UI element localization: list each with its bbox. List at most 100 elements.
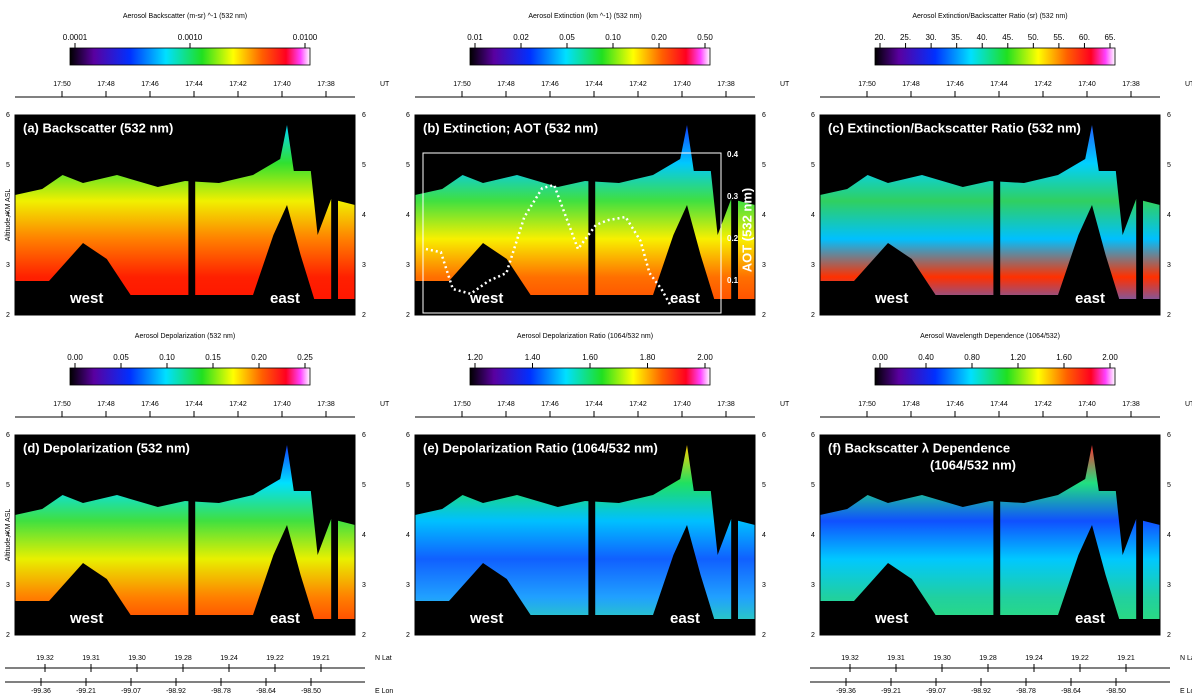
altitude-tick-label: 6 <box>811 432 815 439</box>
altitude-tick-label: 6 <box>6 432 10 439</box>
terrain <box>820 525 1160 635</box>
colorbar-tick-label: 0.00 <box>67 353 83 362</box>
altitude-tick-label: 5 <box>406 162 410 169</box>
colorbar-tick-label: 0.0001 <box>63 33 88 42</box>
ut-tick-label: 17:48 <box>97 401 115 408</box>
altitude-tick-label: 3 <box>6 582 10 589</box>
ut-tick-label: 17:40 <box>673 401 691 408</box>
lon-label: E Lon <box>1180 688 1192 695</box>
colorbar-tick-label: 1.60 <box>1056 353 1072 362</box>
altitude-tick-label: 6 <box>811 112 815 119</box>
altitude-tick-label: 4 <box>362 212 366 219</box>
ut-tick-label: 17:44 <box>185 81 203 88</box>
east-label: east <box>670 610 700 627</box>
ut-tick-label: 17:38 <box>1122 81 1140 88</box>
data-gap <box>331 435 338 635</box>
ut-tick-label: 17:44 <box>585 401 603 408</box>
ut-tick-label: 17:44 <box>585 81 603 88</box>
lat-label: N Lat <box>375 655 392 662</box>
data-gap <box>731 435 738 635</box>
terrain <box>15 205 355 315</box>
lat-tick-label: 19.24 <box>1025 655 1043 662</box>
colorbar-tick-label: 0.0100 <box>293 33 318 42</box>
data-gap <box>588 115 596 315</box>
altitude-tick-label: 4 <box>406 532 410 539</box>
ut-tick-label: 17:50 <box>858 81 876 88</box>
lon-tick-label: -98.64 <box>1061 688 1081 695</box>
aot-tick-label: 0.1 <box>727 276 739 285</box>
altitude-tick-label: 5 <box>362 482 366 489</box>
altitude-tick-label: 5 <box>1167 482 1171 489</box>
ut-tick-label: 17:38 <box>1122 401 1140 408</box>
altitude-tick-label: 2 <box>406 632 410 639</box>
colorbar-tick-label: 2.00 <box>1102 353 1118 362</box>
colorbar-tick-label: 1.40 <box>525 353 541 362</box>
east-label: east <box>1075 290 1105 307</box>
colorbar-tick-label: 1.60 <box>582 353 598 362</box>
ut-tick-label: 17:50 <box>53 81 71 88</box>
plot-frame <box>819 114 1161 316</box>
altitude-tick-label: 3 <box>6 262 10 269</box>
altitude-tick-label: 2 <box>362 312 366 319</box>
panel-title: (d) Depolarization (532 nm) <box>23 440 190 455</box>
aot-label: AOT (532 nm) <box>739 188 754 273</box>
altitude-tick-label: 3 <box>762 262 766 269</box>
lat-tick-label: 19.31 <box>887 655 905 662</box>
altitude-tick-label: 4 <box>1167 532 1171 539</box>
east-label: east <box>270 290 300 307</box>
colorbar-tick-label: 65. <box>1104 33 1115 42</box>
lon-tick-label: -98.92 <box>166 688 186 695</box>
altitude-tick-label: 2 <box>6 312 10 319</box>
ut-tick-label: 17:38 <box>317 81 335 88</box>
ut-tick-label: 17:42 <box>229 81 247 88</box>
east-label: east <box>270 610 300 627</box>
colorbar <box>469 47 711 66</box>
ut-tick-label: 17:42 <box>629 81 647 88</box>
altitude-tick-label: 3 <box>811 262 815 269</box>
altitude-tick-label: 2 <box>1167 312 1171 319</box>
data-gap <box>188 435 196 635</box>
lat-tick-label: 19.28 <box>979 655 997 662</box>
ut-tick-label: 17:46 <box>141 81 159 88</box>
colorbar-tick-label: 0.25 <box>297 353 313 362</box>
lon-label: E Lon <box>375 688 393 695</box>
panel-title: (b) Extinction; AOT (532 nm) <box>423 120 598 135</box>
west-label: west <box>874 290 908 307</box>
panel-title: (e) Depolarization Ratio (1064/532 nm) <box>423 440 658 455</box>
aot-tick-label: 0.2 <box>727 234 739 243</box>
colorbar-tick-label: 0.15 <box>205 353 221 362</box>
altitude-tick-label: 4 <box>362 532 366 539</box>
lat-tick-label: 19.30 <box>128 655 146 662</box>
aot-tick-label: 0.3 <box>727 192 739 201</box>
altitude-tick-label: 5 <box>6 162 10 169</box>
altitude-tick-label: 2 <box>811 312 815 319</box>
data-gap <box>993 435 1001 635</box>
colorbar-tick-label: 0.20 <box>251 353 267 362</box>
altitude-tick-label: 3 <box>406 582 410 589</box>
colorbar-title: Aerosol Wavelength Dependence (1064/532) <box>920 333 1060 340</box>
colorbar-title: Aerosol Backscatter (m-sr) ^-1 (532 nm) <box>123 13 247 20</box>
plot-frame <box>819 434 1161 636</box>
lon-tick-label: -99.36 <box>31 688 51 695</box>
lon-tick-label: -98.78 <box>1016 688 1036 695</box>
ut-tick-label: 17:46 <box>541 81 559 88</box>
terrain <box>415 525 755 635</box>
aot-line <box>425 183 672 306</box>
colorbar-title: Aerosol Extinction (km ^-1) (532 nm) <box>528 13 641 20</box>
colorbar-tick-label: 0.10 <box>159 353 175 362</box>
colorbar <box>874 47 1116 66</box>
ut-label: UT <box>1185 81 1192 88</box>
altitude-tick-label: 2 <box>406 312 410 319</box>
ut-label: UT <box>780 81 790 88</box>
panel-title: (f) Backscatter λ Dependence <box>828 440 1010 455</box>
ut-tick-label: 17:42 <box>629 401 647 408</box>
aot-frame <box>422 152 722 314</box>
lon-tick-label: -99.21 <box>881 688 901 695</box>
ut-tick-label: 17:46 <box>541 401 559 408</box>
ut-tick-label: 17:44 <box>990 401 1008 408</box>
ut-tick-label: 17:42 <box>1034 401 1052 408</box>
lon-tick-label: -99.07 <box>121 688 141 695</box>
altitude-tick-label: 6 <box>362 112 366 119</box>
west-label: west <box>469 290 503 307</box>
ut-tick-label: 17:50 <box>453 81 471 88</box>
